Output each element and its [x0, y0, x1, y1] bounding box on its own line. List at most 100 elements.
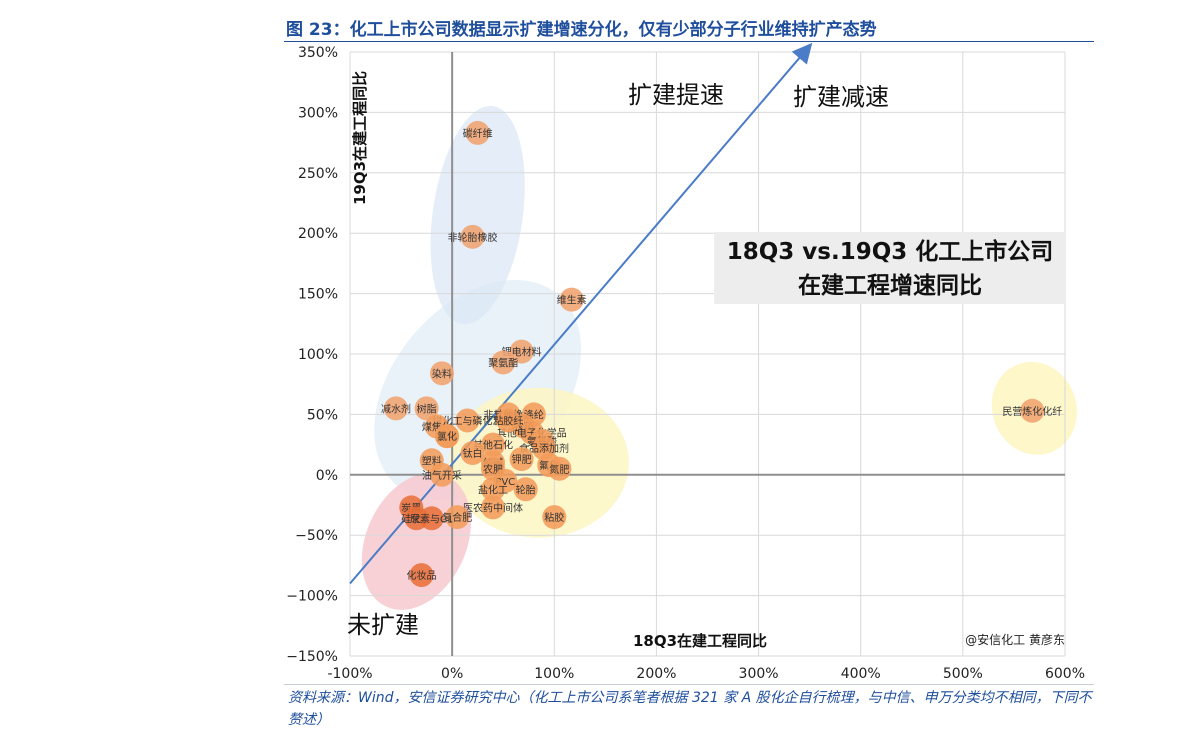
y-tick-label: −50% — [295, 528, 338, 544]
figure-title: 图 23：化工上市公司数据显示扩建增速分化，仅有少部分子行业维持扩产态势 — [286, 20, 877, 40]
point-label: 油气开采 — [422, 469, 462, 482]
data-point: 医农药中间体 — [463, 495, 523, 520]
point-bubble — [496, 408, 521, 433]
data-point: 化妆品 — [407, 563, 437, 588]
point-bubble — [547, 456, 572, 481]
y-tick-label: −100% — [286, 589, 338, 605]
point-bubble — [513, 477, 538, 502]
data-point: 复合肥 — [442, 505, 472, 530]
data-point: 染料 — [429, 361, 454, 386]
point-label: 民营炼化化纤 — [1002, 405, 1062, 418]
x-axis-label: 18Q3在建工程同比 — [633, 632, 767, 650]
point-bubble — [409, 563, 434, 588]
x-tick-label: 500% — [943, 666, 983, 682]
point-bubble — [435, 424, 460, 449]
y-tick-label: 0% — [316, 468, 338, 484]
point-bubble — [455, 408, 480, 433]
data-point: 油气开采 — [422, 462, 462, 487]
y-tick-label: 150% — [298, 287, 338, 303]
point-bubble — [481, 477, 505, 502]
point-label: 钾肥 — [512, 453, 532, 466]
data-point: 盐化工 — [478, 477, 508, 502]
point-bubble — [509, 339, 534, 364]
point-bubble — [481, 432, 505, 457]
point-bubble — [465, 120, 490, 145]
point-bubble — [460, 441, 485, 466]
point-bubble — [491, 350, 516, 375]
data-point: 氯化 — [435, 424, 460, 449]
x-tick-label: 600% — [1045, 666, 1085, 682]
data-points: 碳纤维非轮胎橡胶维生素锂电材料聚氨酯染料减水剂树脂非其他橡胶涤纶农药其他电子化学… — [381, 120, 1062, 588]
point-label: 减水剂 — [381, 402, 411, 415]
y-tick-label: 350% — [298, 45, 338, 61]
x-tick-label: 100% — [534, 666, 574, 682]
quadrant-slow: 扩建减速 — [793, 83, 889, 111]
y-axis-label: 19Q3在建工程同比 — [351, 71, 369, 205]
point-bubble — [419, 506, 444, 531]
point-label: 粘胶纤 — [493, 414, 523, 427]
zone-red — [361, 472, 471, 610]
y-tick-label: −150% — [286, 649, 338, 665]
title-box — [714, 232, 1066, 304]
source-rule — [284, 684, 1094, 685]
data-point: 民营炼化化纤 — [1002, 398, 1062, 423]
point-label: 盐化工 — [478, 483, 508, 496]
point-label: 粘胶 — [544, 511, 564, 524]
quadrant-fast: 扩建提速 — [628, 81, 724, 109]
data-point: 食品添加剂 — [519, 436, 569, 461]
data-point: 粘胶纤 — [493, 408, 523, 433]
point-bubble — [383, 396, 408, 421]
data-point: 氮肥 — [547, 456, 572, 481]
data-point: 碳纤维 — [463, 120, 493, 145]
data-point: 聚氨酯 — [488, 350, 518, 375]
data-point: 粘胶 — [542, 505, 567, 530]
point-bubble — [1020, 398, 1045, 423]
data-point: 轮胎 — [513, 477, 538, 502]
point-bubble — [481, 495, 505, 520]
point-bubble — [429, 462, 454, 487]
point-bubble — [559, 287, 584, 312]
x-tick-label: 200% — [636, 666, 676, 682]
zone-blue-upper — [430, 105, 525, 325]
y-tick-label: 50% — [307, 407, 338, 423]
y-tick-label: 100% — [298, 347, 338, 363]
x-tick-label: 0% — [441, 666, 463, 682]
point-label: 复合肥 — [442, 511, 472, 524]
credit: @安信化工 黄彦东 — [965, 632, 1065, 647]
source-note: 资料来源：Wind，安信证券研究中心（化工上市公司系笔者根据 321 家 A 股… — [288, 690, 1092, 728]
point-label: 煤化工与磷化工 — [432, 414, 502, 427]
x-tick-label: -100% — [327, 666, 372, 682]
point-bubble — [542, 505, 567, 530]
point-label: 聚氨酯 — [488, 356, 518, 369]
data-point: 减水剂 — [381, 396, 411, 421]
x-tick-label: 400% — [841, 666, 881, 682]
point-label: 维生素 — [557, 294, 587, 307]
y-tick-label: 250% — [298, 166, 338, 182]
point-label: 碳纤维 — [463, 127, 493, 140]
trend-line — [349, 42, 813, 585]
point-label: 树脂 — [417, 402, 437, 415]
point-label: PVC — [495, 477, 515, 488]
point-label: 钛白 — [463, 447, 483, 460]
data-point: 钾肥 — [509, 447, 534, 472]
point-label: 氯化 — [437, 430, 457, 443]
data-point: 树脂 — [414, 396, 439, 421]
point-bubble — [429, 361, 454, 386]
point-bubble — [414, 396, 439, 421]
point-bubble — [460, 224, 485, 249]
point-label: 医农药中间体 — [463, 501, 523, 514]
point-label: 氮肥 — [549, 463, 569, 476]
point-label: 化妆品 — [407, 569, 437, 582]
point-label: 非轮胎橡胶 — [448, 231, 498, 244]
point-label: 尿素与C1 — [410, 512, 453, 525]
quadrant-none: 未扩建 — [347, 611, 419, 639]
title-rule — [284, 41, 1094, 42]
box-title-line2: 在建工程增速同比 — [798, 272, 982, 299]
axes — [350, 52, 1065, 656]
point-label: 食品添加剂 — [519, 442, 569, 455]
y-tick-label: 200% — [298, 226, 338, 242]
y-tick-label: 300% — [298, 105, 338, 121]
box-title-line1: 18Q3 vs.19Q3 化工上市公司 — [727, 238, 1054, 265]
